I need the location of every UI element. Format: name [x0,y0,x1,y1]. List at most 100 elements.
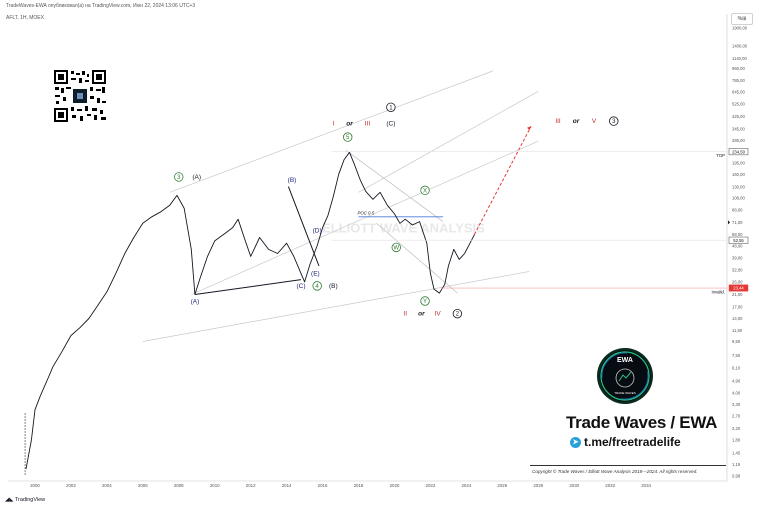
price-tag-label: invalid. [712,290,725,295]
y-tick-label: 1140,00 [732,56,747,61]
wave-label: 3 [177,175,181,181]
y-tick-label: 58,00 [732,232,743,237]
wave-label: 1 [389,105,393,111]
y-tick-label: 3,30 [732,402,741,407]
y-tick-label: 785,00 [732,78,745,83]
wave-label: 3 [612,119,616,125]
publish-line: TradeWaves-EWA опубликовал(а) на Trading… [6,3,196,9]
price-tag-value: 234,50 [732,149,745,154]
copyright-text: Copyright © Trade Waves / Elliott Wave A… [532,469,698,474]
wave-label: (B) [288,177,297,184]
price-tag-value: 23,44 [733,286,744,291]
x-tick-label: 2016 [318,483,328,488]
telegram-link[interactable]: ➤ t.me/freetradelife [570,435,681,449]
x-tick-label: 2002 [66,483,76,488]
y-tick-label: 32,00 [732,267,743,272]
y-tick-label: 1400,00 [732,44,748,49]
axis-scale-button[interactable]: %⊞ [731,13,753,25]
wave-label-circle [452,308,463,319]
price-tag-box [728,148,749,156]
price-tag-label: TOP [716,153,725,158]
y-tick-label: 26,00 [732,280,743,285]
channel-line [142,271,530,342]
price-series-line [25,151,475,470]
wave-label: or [418,311,425,318]
wave-label-circle [391,242,401,253]
y-tick-label: 6,10 [732,365,741,370]
y-tick-label: 48,00 [732,243,743,248]
channel-line [191,140,539,295]
y-tick-label: 2,20 [732,426,741,431]
wave-label: Y [423,299,427,305]
y-tick-label: 108,00 [732,195,745,200]
ewa-badge-logo: EWA TRADE WAVES [596,347,654,405]
y-tick-label: 4,90 [732,378,741,383]
symbol-label[interactable]: AFLT, 1H, MOEX [6,15,44,21]
y-tick-label: 9,50 [732,339,741,344]
x-tick-label: 2020 [390,483,400,488]
y-tick-label: 645,00 [732,89,745,94]
wave-label-circle [386,102,396,112]
y-tick-label: 21,00 [732,292,743,297]
telegram-icon: ➤ [570,437,581,449]
telegram-url[interactable]: t.me/freetradelife [584,435,681,449]
x-tick-label: 2008 [174,483,184,488]
wave-label-circle [312,281,322,291]
y-tick-label: 130,00 [732,184,745,189]
y-tick-label: 525,00 [732,102,745,107]
brand-name: Trade Waves / EWA [566,413,718,432]
price-tag-value: 52,55 [733,238,744,243]
wave-label: 4 [315,284,319,290]
wave-label-circle [420,296,430,306]
x-tick-label: 2032 [605,483,615,488]
wave-label: (A) [192,174,201,181]
projection-line [474,126,532,235]
y-tick-label: 17,00 [732,305,743,310]
price-tag-box [728,236,749,244]
triangle-line [287,186,320,267]
wave-label: V [592,118,597,125]
divider [530,465,726,466]
wave-label-circle [174,172,184,182]
x-tick-label: 2018 [354,483,364,488]
wave-label: (C) [386,120,395,127]
x-tick-label: 2012 [246,483,256,488]
triangle-line [194,279,302,296]
y-tick-label: 960,00 [732,66,745,71]
qr-code-icon [52,68,108,124]
wave-label: (B) [329,283,338,290]
wave-label: III [365,120,371,127]
wave-label: (A) [191,299,200,306]
x-tick-label: 2034 [641,483,651,488]
y-tick-label: 1,45 [732,450,741,455]
x-tick-label: 2006 [138,483,148,488]
wave-label: or [346,120,353,127]
wave-label: (E) [311,270,320,277]
x-tick-label: 2004 [102,483,112,488]
y-tick-label: 11,50 [732,328,743,333]
wave-label-circle [420,185,430,196]
x-tick-label: 2010 [210,483,220,488]
y-tick-label: 160,00 [732,172,745,177]
y-tick-label: 71,00 [732,220,743,225]
tradingview-icon: ◢◣ [5,497,15,503]
y-tick-label: 14,00 [732,316,743,321]
tradingview-brand-label: TradingView [14,497,46,503]
wave-label: (D) [313,227,322,234]
y-tick-label: 1,80 [732,438,741,443]
wave-label: or [573,118,580,125]
x-tick-label: 2028 [533,483,543,488]
y-tick-label: 285,00 [732,138,745,143]
channel-line [345,150,444,222]
x-tick-label: 2026 [497,483,507,488]
y-tick-label: 2,70 [732,414,741,419]
channel-line [376,222,458,294]
x-tick-label: 2000 [30,483,40,488]
wave-label: III [555,118,561,125]
tradingview-logo[interactable]: ◢◣ TradingView [5,497,45,503]
y-tick-label: 39,00 [732,256,743,261]
y-tick-label: 1900,00 [732,26,748,31]
y-tick-label: 7,50 [732,353,741,358]
wave-label: IV [435,311,442,318]
